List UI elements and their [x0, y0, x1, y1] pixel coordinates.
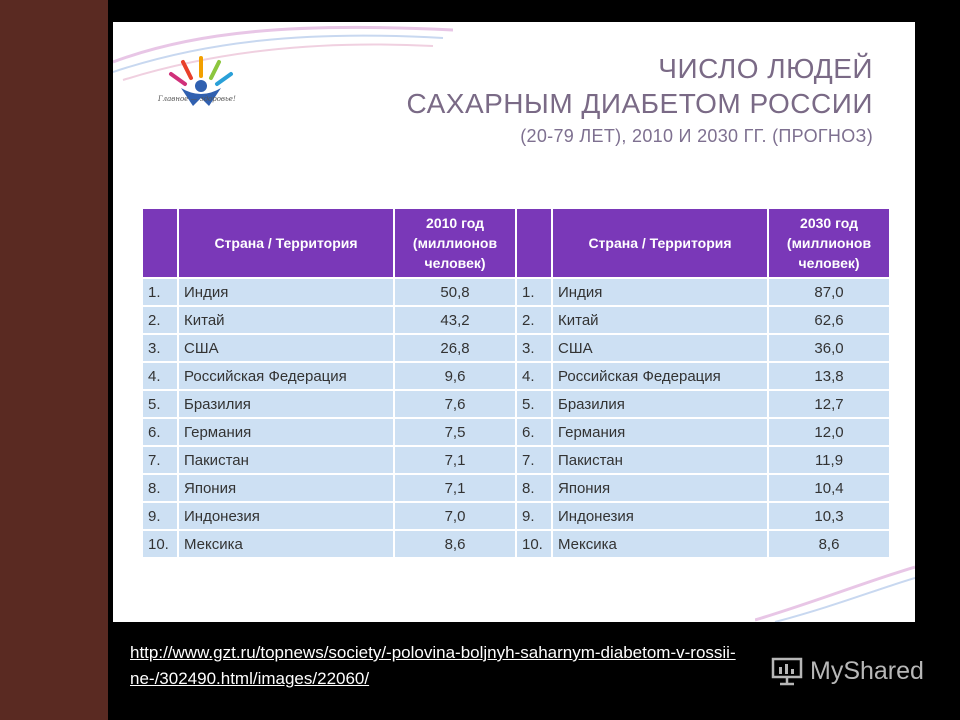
decorative-swoosh	[113, 25, 453, 81]
table-row: 9. Индонезия 7,0 9. Индонезия 10,3	[141, 501, 891, 531]
rank-2030-cell: 1.	[515, 277, 553, 307]
value-2030-cell: 10,4	[767, 473, 891, 503]
table-row: 3. США 26,8 3. США 36,0	[141, 333, 891, 363]
value-2010-cell: 7,0	[393, 501, 517, 531]
value-2010-cell: 7,1	[393, 445, 517, 475]
value-2030-cell: 12,0	[767, 417, 891, 447]
rank-2030-cell: 3.	[515, 333, 553, 363]
table-header-row: Страна / Территория 2010 год (миллионов …	[141, 207, 891, 279]
country-2010-cell: Бразилия	[177, 389, 395, 419]
table-row: 10. Мексика 8,6 10. Мексика 8,6	[141, 529, 891, 559]
rank-2030-cell: 4.	[515, 361, 553, 391]
country-2010-cell: Российская Федерация	[177, 361, 395, 391]
table-row: 5. Бразилия 7,6 5. Бразилия 12,7	[141, 389, 891, 419]
country-2030-cell: Индонезия	[551, 501, 769, 531]
value-2010-cell: 9,6	[393, 361, 517, 391]
country-2030-cell: США	[551, 333, 769, 363]
value-2030-cell: 62,6	[767, 305, 891, 335]
country-2030-cell: Российская Федерация	[551, 361, 769, 391]
table-row: 4. Российская Федерация 9,6 4. Российская Фе…	[141, 361, 891, 391]
rank-2010-cell: 9.	[141, 501, 179, 531]
diabetes-table: Страна / Территория 2010 год (миллионов …	[141, 207, 891, 559]
rank-2030-cell: 8.	[515, 473, 553, 503]
table-row: 2. Китай 43,2 2. Китай 62,6	[141, 305, 891, 335]
value-2010-cell: 26,8	[393, 333, 517, 363]
country-header-2010: Страна / Территория	[177, 207, 395, 279]
table-row: 7. Пакистан 7,1 7. Пакистан 11,9	[141, 445, 891, 475]
country-2010-cell: Индия	[177, 277, 395, 307]
country-2030-cell: Бразилия	[551, 389, 769, 419]
value-2010-cell: 7,1	[393, 473, 517, 503]
rank-2010-cell: 2.	[141, 305, 179, 335]
country-2030-cell: Мексика	[551, 529, 769, 559]
value-2010-cell: 7,5	[393, 417, 517, 447]
rank-2010-cell: 10.	[141, 529, 179, 559]
title-line-2: САХАРНЫМ ДИАБЕТОМ РОССИИ	[406, 88, 873, 119]
rank-2010-cell: 4.	[141, 361, 179, 391]
rank-2030-cell: 2.	[515, 305, 553, 335]
country-2010-cell: США	[177, 333, 395, 363]
country-2010-cell: Германия	[177, 417, 395, 447]
table-row: 1. Индия 50,8 1. Индия 87,0	[141, 277, 891, 307]
country-2030-cell: Пакистан	[551, 445, 769, 475]
value-2010-cell: 43,2	[393, 305, 517, 335]
country-2010-cell: Китай	[177, 305, 395, 335]
country-2030-cell: Япония	[551, 473, 769, 503]
rank-header-2010	[141, 207, 179, 279]
value-2010-cell: 7,6	[393, 389, 517, 419]
slide-title: ЧИСЛО ЛЮДЕЙ САХАРНЫМ ДИАБЕТОМ РОССИИ (20…	[407, 52, 874, 150]
value-2030-cell: 36,0	[767, 333, 891, 363]
logo-icon	[169, 56, 233, 106]
rank-2030-cell: 6.	[515, 417, 553, 447]
rank-2010-cell: 8.	[141, 473, 179, 503]
value-2030-cell: 87,0	[767, 277, 891, 307]
decorative-swoosh-bottom	[755, 565, 915, 622]
country-2030-cell: Китай	[551, 305, 769, 335]
rank-2010-cell: 1.	[141, 277, 179, 307]
watermark: MyShared	[770, 656, 924, 686]
rank-2030-cell: 9.	[515, 501, 553, 531]
title-line-3: (20-79 ЛЕТ), 2010 И 2030 ГГ. (ПРОГНОЗ)	[520, 126, 873, 146]
watermark-text: MyShared	[810, 656, 924, 685]
value-2030-cell: 13,8	[767, 361, 891, 391]
value-2030-cell: 10,3	[767, 501, 891, 531]
value-2030-cell: 11,9	[767, 445, 891, 475]
country-header-2030: Страна / Территория	[551, 207, 769, 279]
table-row: 8. Япония 7,1 8. Япония 10,4	[141, 473, 891, 503]
country-2030-cell: Германия	[551, 417, 769, 447]
value-2030-cell: 12,7	[767, 389, 891, 419]
country-2030-cell: Индия	[551, 277, 769, 307]
value-2010-cell: 8,6	[393, 529, 517, 559]
title-line-1: ЧИСЛО ЛЮДЕЙ	[658, 53, 873, 84]
slide: Главное — здоровье! ЧИСЛО ЛЮДЕЙ САХАРНЫМ…	[113, 22, 915, 622]
rank-2010-cell: 3.	[141, 333, 179, 363]
logo-caption: Главное — здоровье!	[158, 95, 236, 103]
source-link[interactable]: http://www.gzt.ru/topnews/society/-polov…	[130, 643, 736, 688]
rank-2030-cell: 7.	[515, 445, 553, 475]
left-frame-band	[0, 0, 108, 720]
rank-2010-cell: 6.	[141, 417, 179, 447]
rank-2010-cell: 5.	[141, 389, 179, 419]
country-2010-cell: Пакистан	[177, 445, 395, 475]
value-2010-cell: 50,8	[393, 277, 517, 307]
value-header-2010: 2010 год (миллионов человек)	[393, 207, 517, 279]
rank-2030-cell: 10.	[515, 529, 553, 559]
country-2010-cell: Япония	[177, 473, 395, 503]
country-2010-cell: Индонезия	[177, 501, 395, 531]
presentation-icon	[771, 657, 803, 686]
rank-2030-cell: 5.	[515, 389, 553, 419]
table-row: 6. Германия 7,5 6. Германия 12,0	[141, 417, 891, 447]
value-header-2030: 2030 год (миллионов человек)	[767, 207, 891, 279]
rank-2010-cell: 7.	[141, 445, 179, 475]
rank-header-2030	[515, 207, 553, 279]
country-2010-cell: Мексика	[177, 529, 395, 559]
value-2030-cell: 8,6	[767, 529, 891, 559]
